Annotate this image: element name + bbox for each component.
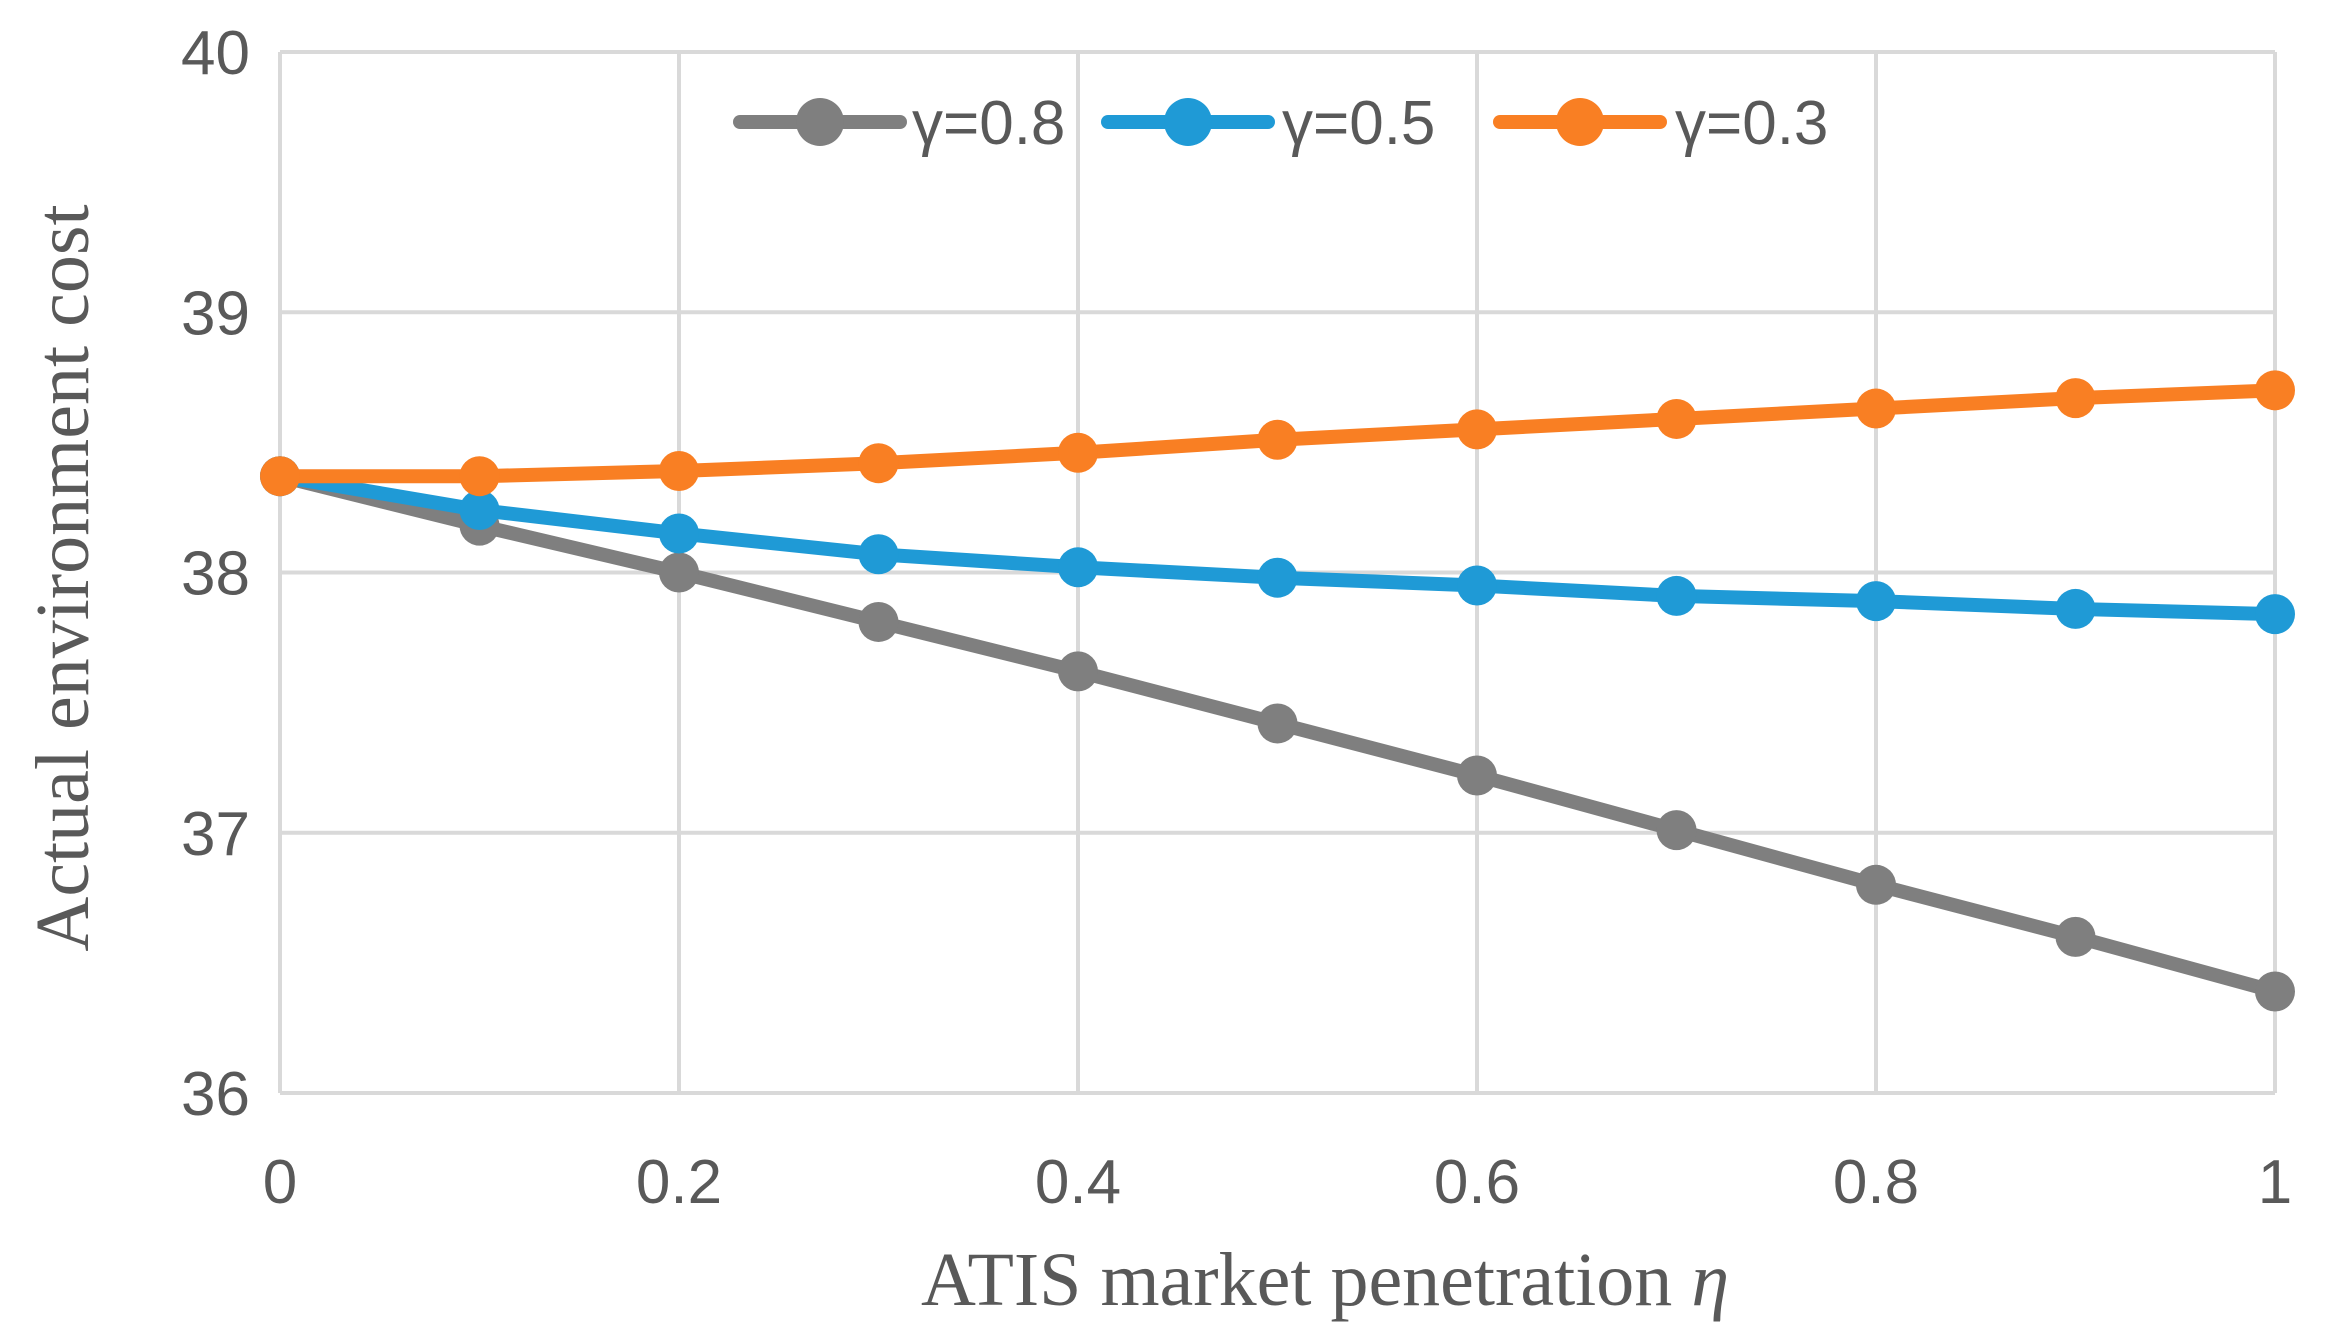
data-point <box>2255 594 2295 635</box>
data-point <box>1257 557 1298 598</box>
y-axis-title: Actual environment cost <box>21 204 105 951</box>
series-3 <box>260 370 2295 497</box>
data-point <box>858 443 899 484</box>
data-point <box>1457 409 1497 450</box>
legend-item-3: γ=0.3 <box>1493 89 1828 158</box>
data-point <box>858 534 899 575</box>
axes: 36 37 38 39 40 0 0.2 0.4 0.6 0.8 1 <box>181 19 2292 1217</box>
data-point <box>2255 971 2295 1012</box>
legend-item-2: γ=0.5 <box>1101 89 1435 158</box>
y-tick-label: 36 <box>181 1060 250 1129</box>
x-tick-label: 0.8 <box>1833 1148 1919 1217</box>
data-point <box>1856 388 1896 429</box>
y-tick-label: 39 <box>181 279 250 348</box>
data-point <box>2255 370 2295 411</box>
y-tick-label: 40 <box>181 19 250 88</box>
legend-swatch-marker <box>796 98 844 146</box>
legend-swatch-marker <box>1164 98 1212 146</box>
series-1 <box>260 456 2295 1012</box>
data-point <box>659 552 699 593</box>
data-point <box>1058 547 1098 588</box>
legend-label: γ=0.3 <box>1675 89 1828 158</box>
y-tick-label: 38 <box>181 540 250 609</box>
grid <box>278 50 2277 1095</box>
data-point <box>2055 378 2096 419</box>
data-point <box>1457 565 1497 606</box>
data-point <box>1656 810 1697 851</box>
data-point <box>1856 864 1896 905</box>
legend-item-1: γ=0.8 <box>733 89 1065 158</box>
data-point <box>2055 916 2096 957</box>
data-point <box>1656 398 1697 439</box>
y-tick-label: 37 <box>181 800 250 869</box>
x-axis-title-symbol: η <box>1691 1238 1729 1322</box>
data-point <box>1058 651 1098 692</box>
data-point <box>659 451 699 492</box>
data-point <box>260 456 300 497</box>
x-tick-label: 0.6 <box>1434 1148 1520 1217</box>
x-tick-label: 0 <box>263 1148 297 1217</box>
legend-swatch-marker <box>1556 98 1604 146</box>
x-axis-title: ATIS market penetration η <box>921 1238 1729 1322</box>
data-point <box>1257 703 1298 744</box>
data-point <box>2055 588 2096 629</box>
data-point <box>1656 575 1697 616</box>
legend-label: γ=0.8 <box>912 89 1065 158</box>
series-group <box>260 370 2295 1012</box>
x-tick-label: 1 <box>2258 1148 2292 1217</box>
legend-label: γ=0.5 <box>1282 89 1435 158</box>
legend: γ=0.8 γ=0.5 γ=0.3 <box>733 89 1828 158</box>
data-point <box>1856 581 1896 622</box>
data-point <box>659 513 699 554</box>
x-tick-label: 0.4 <box>1035 1148 1121 1217</box>
x-axis-title-text: ATIS market penetration <box>921 1238 1691 1322</box>
x-tick-label: 0.2 <box>636 1148 722 1217</box>
data-point <box>1058 432 1098 473</box>
data-point <box>1457 755 1497 796</box>
data-point <box>459 490 500 531</box>
data-point <box>1257 419 1298 460</box>
data-point <box>858 601 899 642</box>
data-point <box>459 456 500 497</box>
